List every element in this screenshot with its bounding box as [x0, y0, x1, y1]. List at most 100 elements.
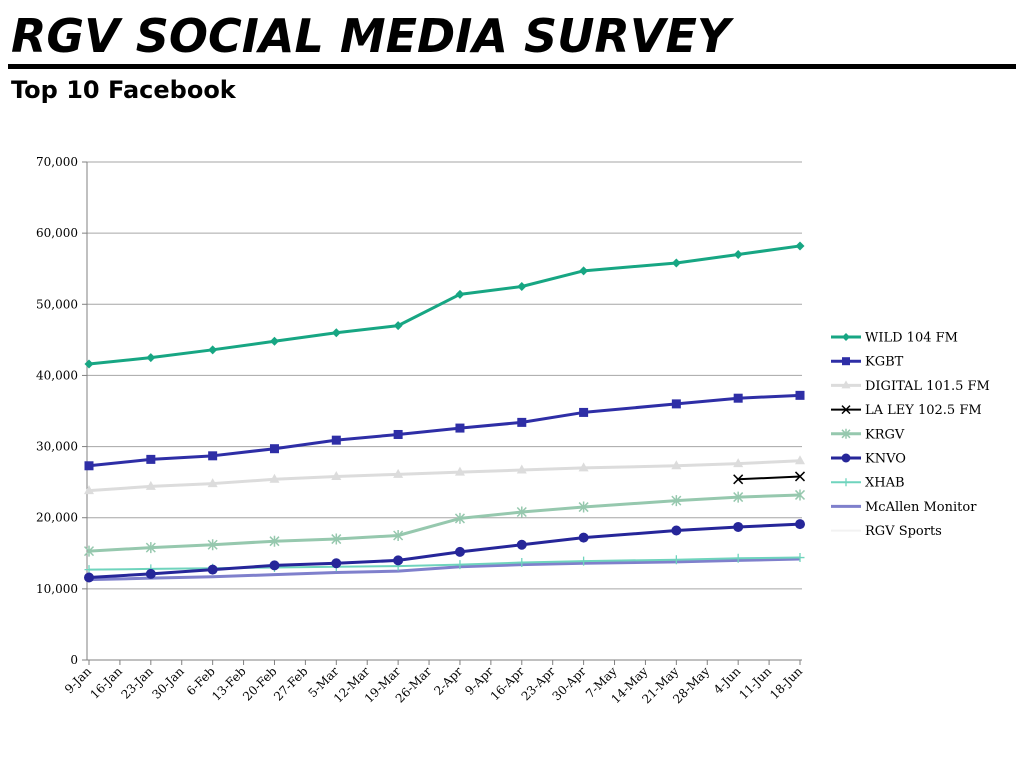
data-point — [671, 258, 681, 268]
data-point — [733, 458, 744, 468]
data-point — [842, 478, 850, 487]
data-point — [578, 501, 589, 513]
legend-label: LA LEY 102.5 FM — [865, 403, 982, 418]
data-point — [455, 289, 465, 299]
data-point — [841, 453, 851, 463]
series-mcallen-monitor — [88, 557, 801, 582]
data-point — [671, 525, 682, 536]
data-point — [579, 407, 589, 417]
data-point — [795, 553, 805, 563]
data-point — [795, 519, 805, 530]
x-tick-label: 30-Apr — [550, 664, 589, 703]
data-point — [208, 451, 218, 461]
data-point — [331, 470, 342, 480]
data-point — [516, 506, 527, 518]
series-line — [88, 393, 801, 468]
data-point — [733, 249, 743, 259]
data-point — [579, 556, 589, 566]
legend-item: McAllen Monitor — [831, 500, 977, 515]
series-line — [88, 556, 801, 571]
data-point — [207, 539, 218, 551]
data-point — [454, 466, 465, 476]
data-point — [578, 462, 589, 472]
data-point — [269, 444, 279, 454]
data-point — [455, 423, 465, 433]
data-point — [733, 553, 743, 563]
y-tick-label: 40,000 — [36, 368, 78, 382]
series-knvo — [84, 519, 805, 583]
legend-label: XHAB — [865, 476, 905, 491]
data-point — [207, 564, 218, 575]
data-point — [578, 532, 589, 543]
data-point — [84, 572, 94, 583]
series-digital-101-5-fm — [84, 455, 805, 495]
data-point — [517, 417, 527, 427]
data-point — [393, 321, 403, 331]
legend-item: LA LEY 102.5 FM — [831, 403, 982, 418]
data-point — [393, 429, 403, 439]
data-point — [145, 542, 156, 554]
data-point — [794, 471, 806, 482]
legend-item: KGBT — [831, 355, 904, 370]
x-tick-label: 23-Jan — [118, 664, 156, 702]
data-point — [842, 357, 850, 366]
legend-label: KGBT — [865, 355, 904, 370]
y-tick-label: 60,000 — [36, 226, 78, 240]
data-point — [516, 464, 527, 474]
data-point — [671, 460, 682, 470]
x-tick-label: 23-Apr — [519, 664, 558, 703]
data-point — [393, 555, 404, 566]
data-point — [841, 380, 851, 389]
data-point — [269, 336, 279, 346]
data-point — [331, 328, 341, 338]
legend-item: RGV Sports — [831, 524, 942, 539]
legend-label: RGV Sports — [865, 524, 942, 539]
data-point — [83, 545, 95, 557]
series-la-ley-102-5-fm — [733, 471, 806, 485]
data-point — [269, 473, 280, 483]
data-point — [331, 533, 342, 545]
data-point — [516, 539, 527, 550]
legend-label: KNVO — [865, 452, 906, 467]
y-tick-label: 20,000 — [36, 511, 78, 525]
data-point — [517, 558, 527, 568]
data-point — [454, 546, 465, 557]
y-tick-label: 10,000 — [36, 582, 78, 596]
y-tick-label: 50,000 — [36, 297, 78, 311]
data-point — [145, 568, 156, 579]
series-kgbt — [84, 390, 805, 471]
series-krgv — [83, 489, 806, 557]
data-point — [331, 558, 342, 569]
x-tick-label: 18-Jun — [767, 664, 805, 702]
x-tick-label: 2-Apr — [431, 664, 465, 698]
data-point — [207, 478, 218, 488]
data-point — [331, 435, 341, 445]
data-point — [733, 491, 744, 503]
x-tick-label: 11-Jun — [736, 664, 774, 702]
series-lines — [83, 241, 806, 583]
data-point — [579, 266, 589, 276]
series-wild-104-fm — [84, 241, 805, 369]
data-point — [454, 512, 465, 524]
data-point — [795, 455, 805, 465]
legend-label: WILD 104 FM — [865, 331, 958, 346]
data-point — [733, 393, 743, 403]
slide-title: RGV SOCIAL MEDIA SURVEY — [11, 9, 731, 63]
data-point — [455, 560, 465, 570]
data-point — [841, 405, 851, 415]
data-point — [146, 454, 156, 464]
data-point — [842, 333, 850, 341]
data-point — [733, 521, 744, 532]
series-line — [738, 475, 801, 481]
legend-label: McAllen Monitor — [865, 500, 977, 515]
data-point — [671, 399, 681, 409]
gridlines — [87, 161, 802, 590]
legend-item: KNVO — [831, 452, 906, 467]
x-tick-label: 16-Jan — [88, 664, 126, 702]
data-point — [517, 282, 527, 291]
legend-item: DIGITAL 101.5 FM — [831, 379, 990, 394]
data-point — [671, 495, 682, 507]
data-point — [393, 530, 404, 541]
data-point — [84, 485, 94, 495]
